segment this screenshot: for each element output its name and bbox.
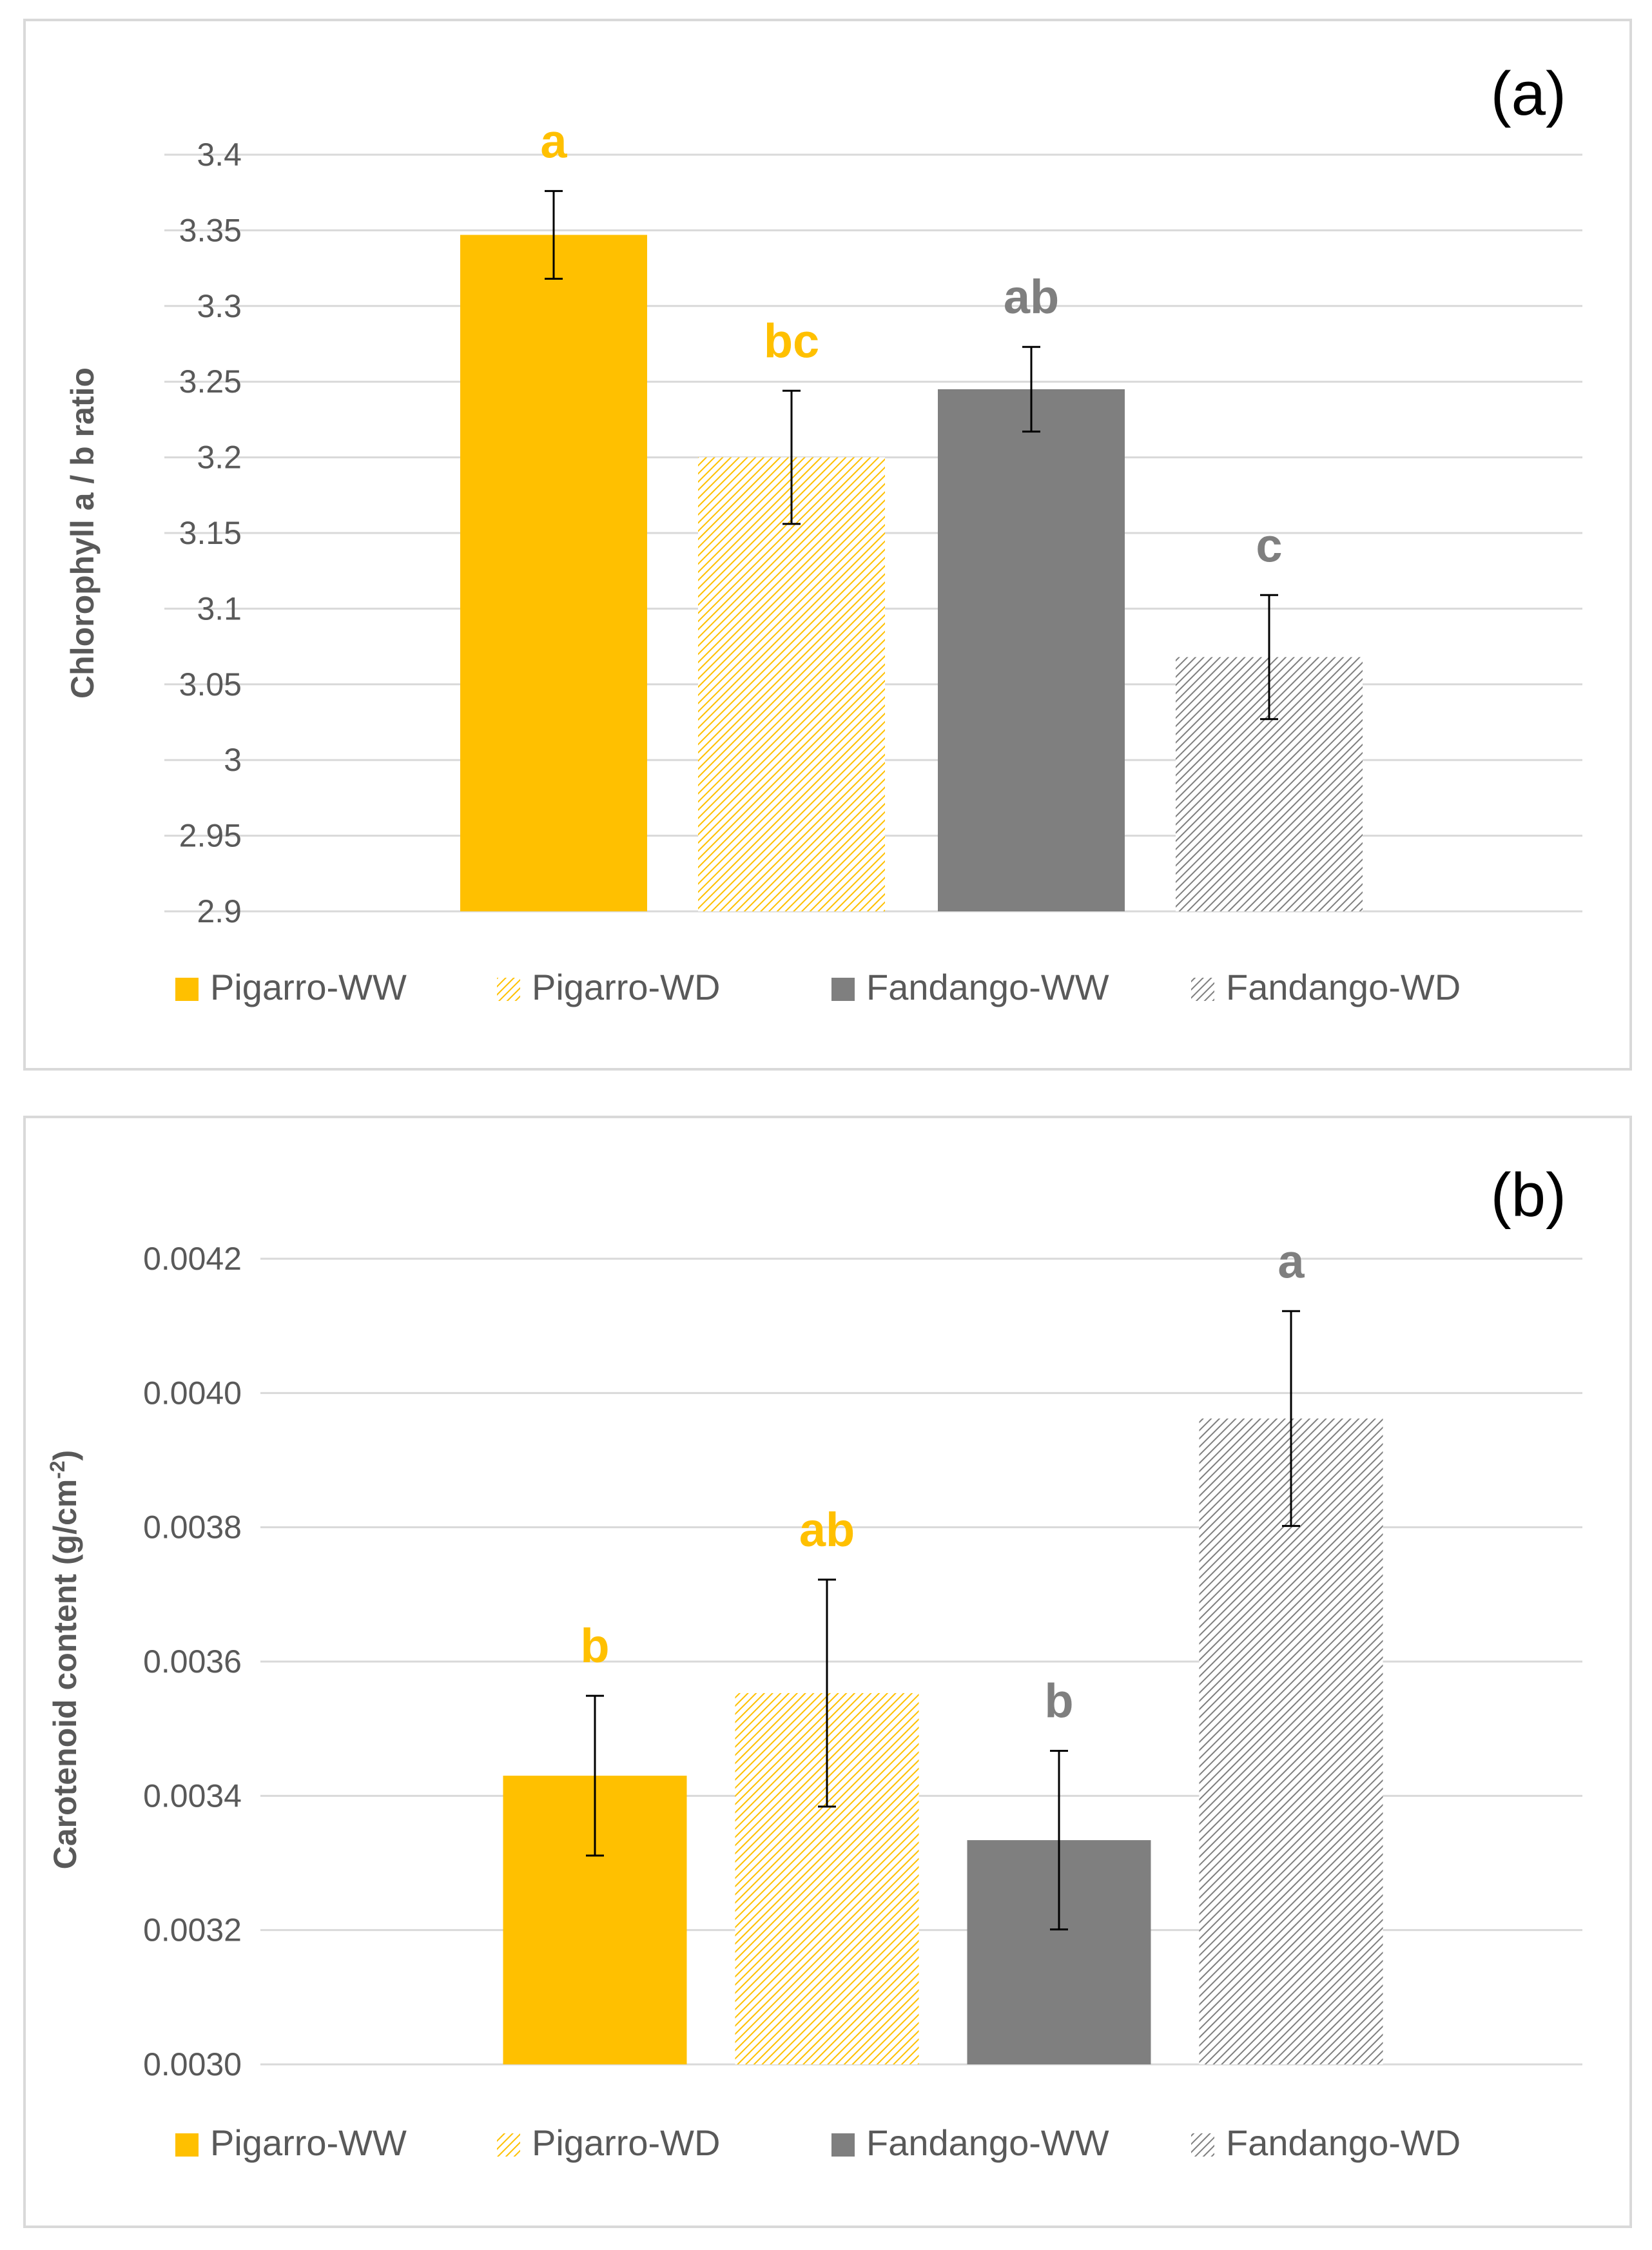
legend-item: Fandango-WW [831, 2122, 1109, 2163]
error-bar [545, 189, 563, 280]
significance-letter: ab [1004, 270, 1059, 324]
error-bar [586, 1694, 604, 1857]
legend-swatch [497, 2133, 520, 2157]
chart-panel-b: 0.0030 0.0032 0.0034 0.0036 0.0038 0.0040 0.00… [23, 1116, 1632, 2228]
legend-label: Pigarro-WD [532, 967, 720, 1007]
bar-fandango-ww [938, 389, 1125, 911]
y-tick-label: 3.25 [179, 364, 242, 400]
legend-swatch [175, 2133, 199, 2157]
bar-pigarro-ww [460, 235, 647, 912]
y-tick-label: 3.1 [197, 590, 242, 626]
legend-swatch [1191, 2133, 1214, 2157]
y-tick-label: 0.0032 [143, 1912, 242, 1948]
legend-swatch [497, 978, 520, 1001]
error-bar [1022, 345, 1040, 433]
y-tick-label: 0.0036 [143, 1644, 242, 1680]
legend-label: Fandango-WD [1226, 967, 1461, 1007]
y-tick-label: 0.0034 [143, 1778, 242, 1814]
significance-letter: ab [799, 1503, 855, 1557]
panel-label: (a) [1491, 59, 1566, 128]
y-axis-title: Carotenoid content (g/cm-2) [46, 1450, 83, 1870]
legend-label: Pigarro-WW [210, 967, 407, 1007]
y-axis-title: Chlorophyll a / b ratio [64, 367, 101, 699]
legend-item: Pigarro-WD [497, 967, 720, 1007]
significance-letter: a [1278, 1234, 1305, 1288]
legend-label: Fandango-WD [1226, 2122, 1461, 2163]
error-bar [782, 389, 801, 525]
legend-label: Pigarro-WW [210, 2122, 407, 2163]
y-tick-label: 2.9 [197, 893, 242, 929]
legend-label: Fandango-WW [866, 967, 1109, 1007]
legend-item: Pigarro-WW [175, 967, 407, 1007]
error-bar [1050, 1750, 1068, 1931]
y-tick-label: 0.0042 [143, 1241, 242, 1277]
legend-label: Pigarro-WD [532, 2122, 720, 2163]
legend-swatch [175, 978, 199, 1001]
legend-label: Fandango-WW [866, 2122, 1109, 2163]
error-bar [818, 1578, 836, 1808]
y-tick-label: 0.0038 [143, 1509, 242, 1546]
legend-item: Pigarro-WW [175, 2122, 407, 2163]
significance-letter: bc [764, 314, 819, 367]
significance-letter: b [580, 1619, 609, 1673]
error-bar [1260, 594, 1278, 721]
y-tick-label: 3.4 [197, 137, 242, 173]
legend-item: Pigarro-WD [497, 2122, 720, 2163]
y-tick-label: 0.0030 [143, 2046, 242, 2082]
y-tick-label: 3.2 [197, 440, 242, 476]
error-bar [1282, 1310, 1300, 1527]
y-tick-label: 3.35 [179, 212, 242, 248]
legend-item: Fandango-WD [1191, 2122, 1461, 2163]
significance-letter: a [540, 114, 567, 168]
panel-label: (b) [1491, 1161, 1566, 1230]
y-tick-label: 3.15 [179, 515, 242, 551]
y-tick-label: 3.05 [179, 666, 242, 703]
chart-b-svg: 0.0030 0.0032 0.0034 0.0036 0.0038 0.0040 0.00… [46, 1161, 1582, 2163]
y-tick-label: 2.95 [179, 818, 242, 854]
chart-a-svg: 2.9 2.95 3 3.05 3.1 3.15 3.2 3.25 3.3 3.35 3.4 Chlo… [64, 59, 1582, 1007]
bar-pigarro-wd [698, 457, 885, 911]
y-tick-label: 0.0040 [143, 1375, 242, 1411]
significance-letter: b [1044, 1674, 1073, 1728]
y-tick-label: 3.3 [197, 288, 242, 324]
legend-item: Fandango-WW [831, 967, 1109, 1007]
legend-item: Fandango-WD [1191, 967, 1461, 1007]
legend-swatch [1191, 978, 1214, 1001]
y-tick-label: 3 [224, 742, 242, 778]
significance-letter: c [1256, 518, 1282, 572]
legend-swatch [831, 978, 855, 1001]
legend-swatch [831, 2133, 855, 2157]
chart-panel-a: 2.9 2.95 3 3.05 3.1 3.15 3.2 3.25 3.3 3.35 3.4 Chlo… [23, 19, 1632, 1071]
